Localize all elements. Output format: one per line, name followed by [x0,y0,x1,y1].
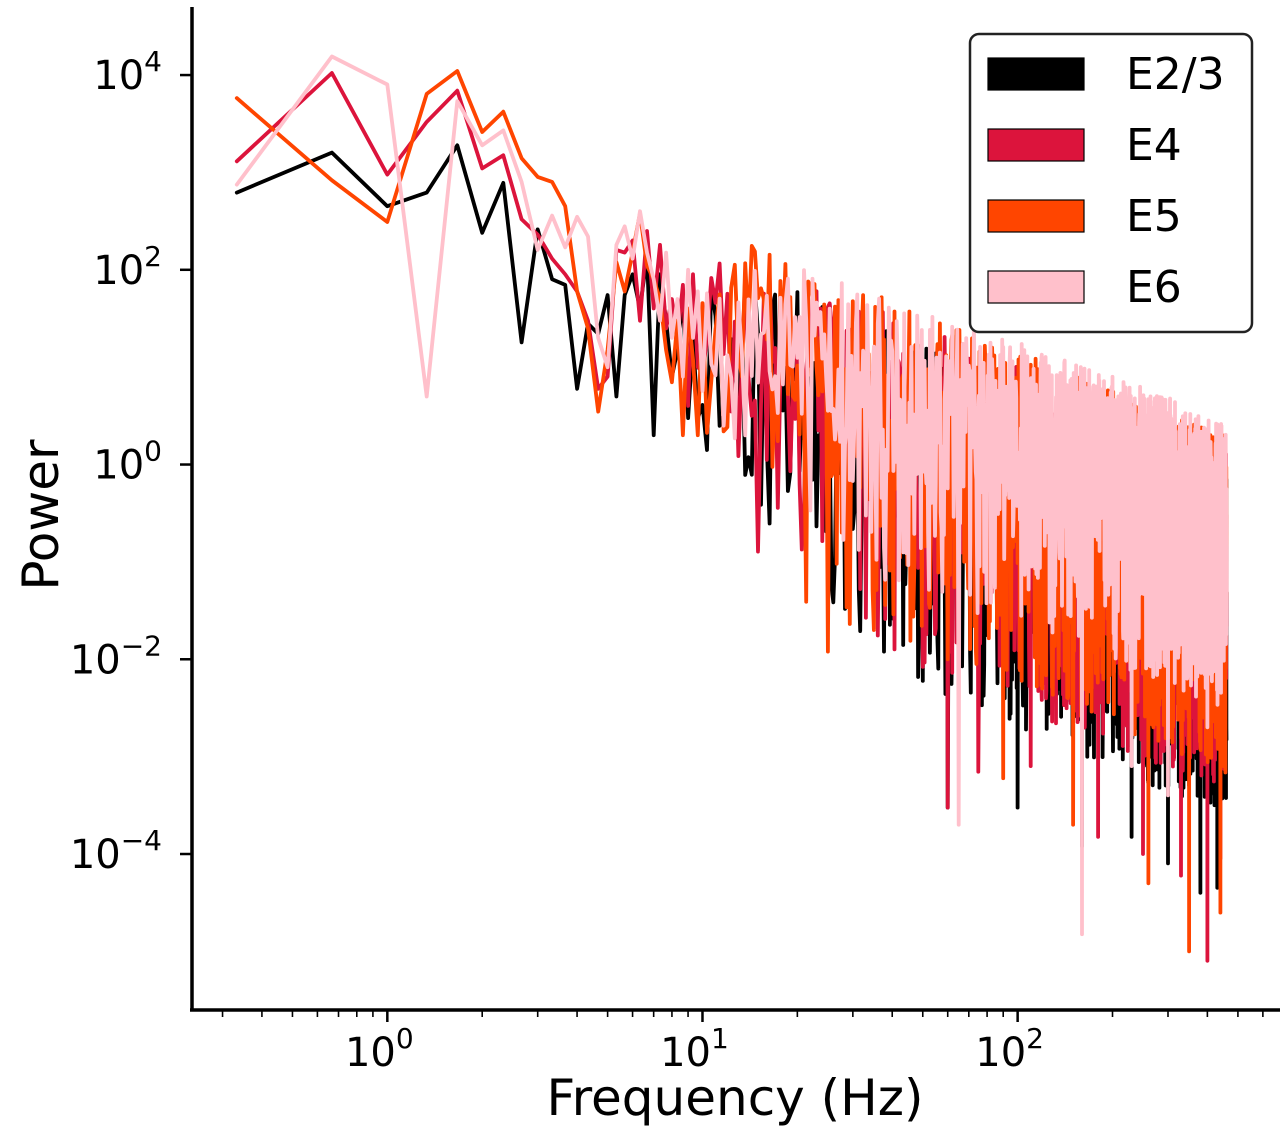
y-tick-label-2: 100 [93,435,162,489]
legend-swatch-0 [987,57,1085,91]
series-layer [234,54,1229,963]
legend-items: E2/3 E4 E5 E6 [987,49,1225,313]
legend-swatch-2 [987,199,1085,233]
legend-swatch-3 [987,270,1085,304]
legend-label-1: E4 [1126,120,1182,171]
y-tick-label-4: 104 [93,45,162,99]
legend-label-2: E5 [1126,191,1182,242]
x-tick-label-0: 100 [345,1022,414,1076]
legend: E2/3 E4 E5 E6 [968,32,1254,334]
legend-frame [968,32,1254,334]
x-tick-label-1: 101 [660,1022,729,1076]
x-axis-label: Frequency (Hz) [546,1069,923,1127]
series-line-e6 [234,54,1229,937]
x-tick-label-2: 102 [975,1022,1044,1076]
legend-swatch-1 [987,128,1085,162]
y-tick-label-3: 102 [93,240,162,294]
y-tick-label-1: 10−2 [70,629,162,683]
ticks-layer: 100 101 102 10−4 10−2 100 102 104 [70,45,1264,1076]
legend-label-3: E6 [1126,262,1182,313]
axes-layer [190,7,1280,1012]
y-axis-label: Power [12,439,70,591]
y-tick-label-0: 10−4 [70,824,162,878]
legend-label-0: E2/3 [1126,49,1225,100]
